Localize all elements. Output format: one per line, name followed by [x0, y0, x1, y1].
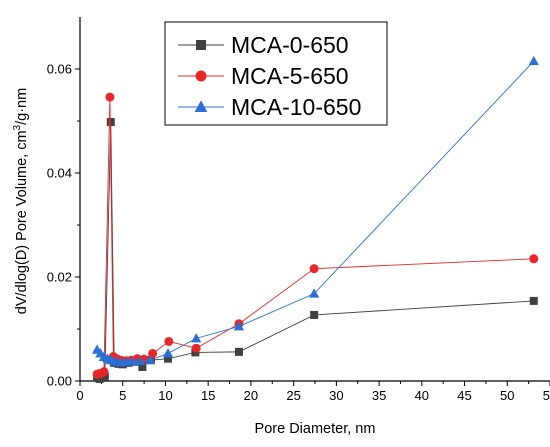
legend-entry: MCA-5-650 — [178, 63, 349, 89]
y-axis-ticks: 0.00 0.02 0.04 0.06 — [47, 62, 80, 389]
series-line — [96, 97, 534, 375]
y-tick-label: 0.04 — [47, 166, 72, 181]
legend-marker — [195, 70, 207, 82]
data-point — [191, 333, 202, 343]
legend-entry: MCA-0-650 — [178, 32, 349, 58]
legend-marker — [196, 40, 206, 50]
y-axis-title-prefix: dV/dlog(D) Pore Volume, cm — [14, 130, 30, 314]
data-point — [162, 348, 174, 358]
x-tick-label: 5 — [119, 388, 126, 403]
data-point — [105, 92, 115, 102]
data-point — [106, 118, 115, 127]
y-tick-label: 0.02 — [47, 270, 72, 285]
series-mca-0-650 — [93, 118, 538, 383]
series-line — [96, 122, 534, 380]
x-tick-label: 50 — [500, 388, 514, 403]
data-point — [99, 367, 109, 377]
data-point — [100, 372, 109, 381]
x-tick-label: 35 — [372, 388, 386, 403]
x-tick-label: 10 — [158, 388, 172, 403]
series-layer — [91, 55, 539, 383]
data-point — [233, 321, 245, 331]
x-axis-title: Pore Diameter, nm — [255, 421, 376, 437]
data-point — [529, 254, 539, 264]
legend-label: MCA-10-650 — [231, 94, 361, 120]
x-tick-label: 0 — [76, 388, 83, 403]
data-point — [309, 264, 319, 274]
legend-entry: MCA-10-650 — [178, 94, 361, 120]
x-tick-label: 30 — [329, 388, 343, 403]
x-tick-label: 55 — [543, 388, 550, 403]
series-mca-5-650 — [92, 92, 539, 379]
data-point — [309, 288, 320, 298]
y-tick-label: 0.00 — [47, 374, 72, 389]
data-point — [127, 356, 139, 366]
data-point — [164, 336, 174, 346]
x-tick-label: 15 — [201, 388, 215, 403]
data-point — [528, 55, 539, 66]
legend-marker — [194, 100, 208, 112]
x-tick-label: 45 — [457, 388, 471, 403]
data-point — [310, 310, 319, 319]
data-point — [234, 347, 243, 356]
data-point — [529, 296, 538, 305]
series-mca-10-650 — [91, 55, 539, 367]
legend-label: MCA-0-650 — [231, 32, 349, 58]
data-point — [138, 362, 147, 371]
legend-label: MCA-5-650 — [231, 63, 349, 89]
x-axis-ticks: 0 5 10 15 20 25 30 35 40 45 50 55 — [76, 381, 550, 403]
y-axis-title-superscript: 3 — [12, 124, 23, 130]
y-axis-title: dV/dlog(D) Pore Volume, cm3/g·nm — [12, 88, 30, 314]
x-tick-label: 40 — [415, 388, 429, 403]
data-point — [164, 354, 173, 363]
data-point — [144, 354, 156, 365]
x-tick-label: 20 — [244, 388, 258, 403]
legend: MCA-0-650 MCA-5-650 MCA-10-650 — [164, 21, 388, 126]
y-axis-title-suffix: /g·nm — [14, 88, 30, 125]
legend-entries: MCA-0-650 MCA-5-650 MCA-10-650 — [178, 32, 361, 120]
x-tick-label: 25 — [286, 388, 300, 403]
data-point — [134, 355, 145, 366]
y-tick-label: 0.06 — [47, 62, 72, 77]
data-point — [191, 343, 201, 353]
